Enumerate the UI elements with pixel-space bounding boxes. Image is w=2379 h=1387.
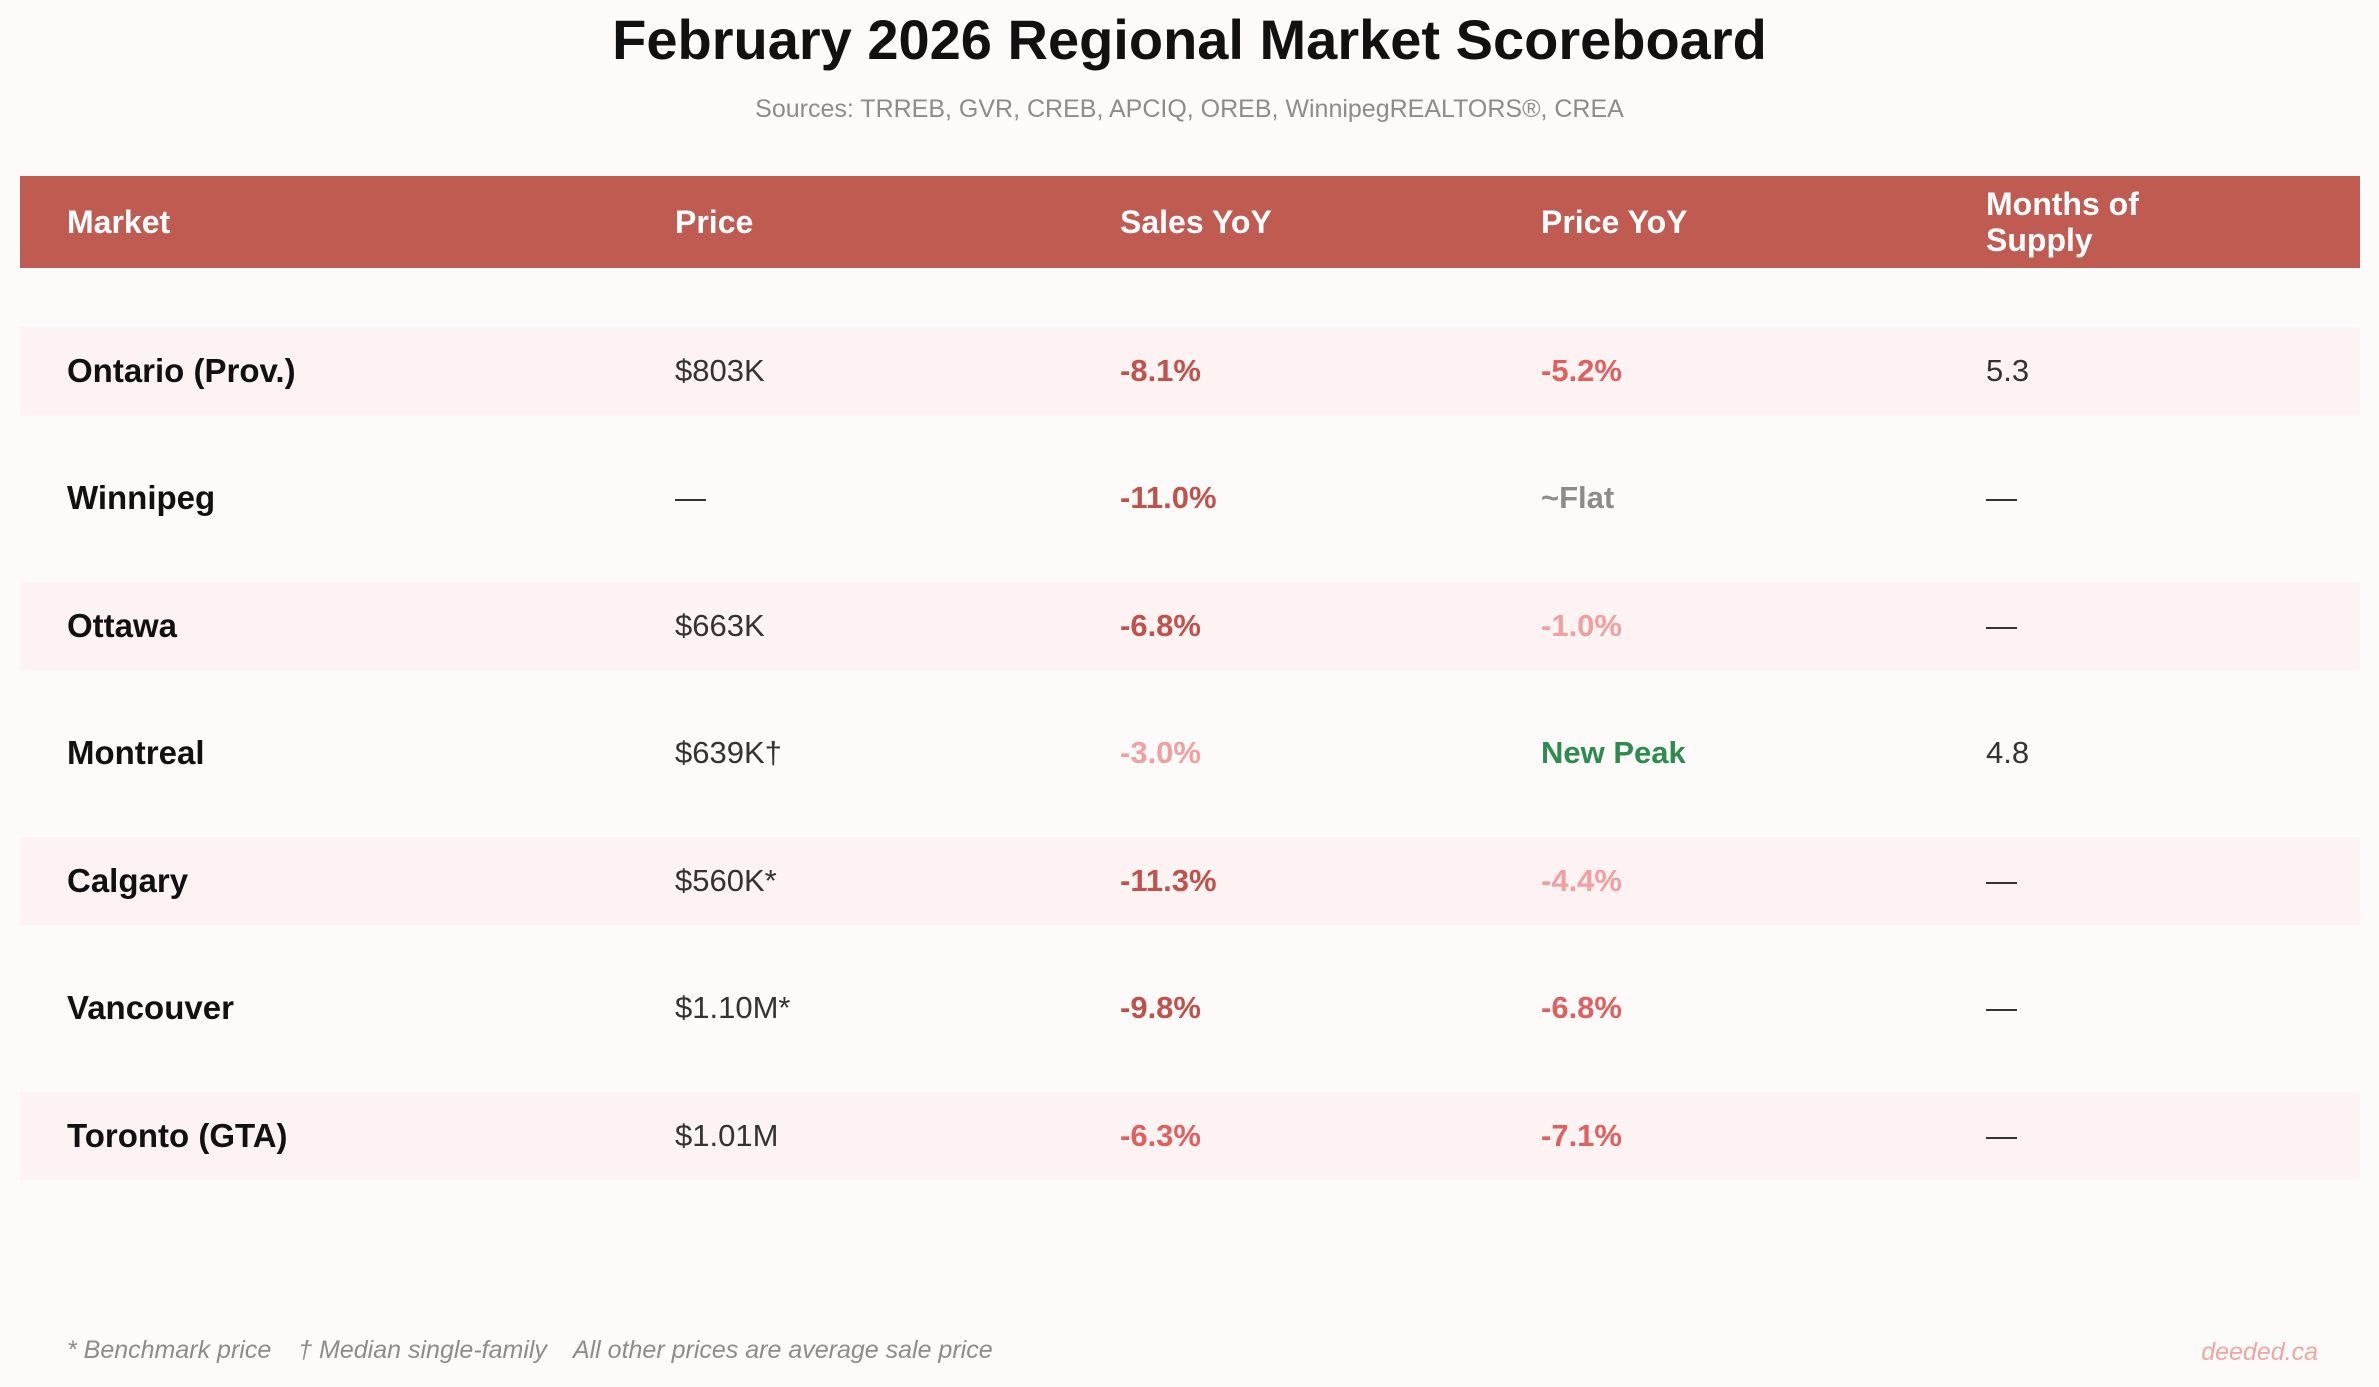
table-row: Montreal $639K† -3.0% New Peak 4.8: [20, 709, 2360, 797]
months-supply-value: 5.3: [1986, 353, 2030, 388]
sales-yoy-value: -6.8%: [1120, 608, 1201, 643]
table-header: Market Price Sales YoY Price YoY Months …: [20, 176, 2360, 268]
market-name: Calgary: [67, 862, 189, 899]
price-value: —: [675, 480, 706, 515]
price-yoy-value: New Peak: [1541, 735, 1686, 770]
price-yoy-value: -1.0%: [1541, 608, 1622, 643]
market-name: Vancouver: [67, 989, 234, 1026]
sales-yoy-value: -11.0%: [1120, 480, 1217, 515]
table-row: Ottawa $663K -6.8% -1.0% —: [20, 582, 2360, 670]
table-row: Vancouver $1.10M* -9.8% -6.8% —: [20, 964, 2360, 1052]
months-supply-value: —: [1986, 863, 2017, 898]
table-row: Winnipeg — -11.0% ~Flat —: [20, 454, 2360, 542]
market-name: Winnipeg: [67, 479, 216, 516]
column-header-months-supply: Months of Supply: [1986, 186, 2139, 258]
footnote-average: All other prices are average sale price: [572, 1336, 993, 1364]
sales-yoy-value: -3.0%: [1120, 735, 1201, 770]
price-value: $1.01M: [675, 1118, 779, 1153]
price-yoy-value: ~Flat: [1541, 480, 1615, 515]
months-supply-value: —: [1986, 480, 2017, 515]
price-value: $1.10M*: [675, 990, 791, 1025]
footnote-median: † Median single-family: [298, 1336, 547, 1364]
market-name: Montreal: [67, 734, 205, 771]
column-header-market: Market: [67, 204, 171, 240]
brand-watermark: deeded.ca: [2201, 1338, 2318, 1366]
page-title: February 2026 Regional Market Scoreboard: [612, 8, 1767, 71]
price-yoy-value: -5.2%: [1541, 353, 1622, 388]
column-header-sales-yoy: Sales YoY: [1120, 204, 1272, 240]
market-name: Ottawa: [67, 607, 178, 644]
months-supply-value: —: [1986, 608, 2017, 643]
price-yoy-value: -4.4%: [1541, 863, 1622, 898]
market-name: Toronto (GTA): [67, 1117, 288, 1154]
sales-yoy-value: -8.1%: [1120, 353, 1201, 388]
footnote-benchmark: * Benchmark price: [67, 1336, 272, 1364]
price-value: $663K: [675, 608, 765, 643]
sales-yoy-value: -9.8%: [1120, 990, 1201, 1025]
footnotes: * Benchmark price † Median single-family…: [67, 1336, 1013, 1365]
table-row: Toronto (GTA) $1.01M -6.3% -7.1% —: [20, 1092, 2360, 1180]
table-row: Calgary $560K* -11.3% -4.4% —: [20, 837, 2360, 925]
sales-yoy-value: -6.3%: [1120, 1118, 1201, 1153]
column-header-price-yoy: Price YoY: [1541, 204, 1688, 240]
price-yoy-value: -7.1%: [1541, 1118, 1622, 1153]
price-yoy-value: -6.8%: [1541, 990, 1622, 1025]
table-row: Ontario (Prov.) $803K -8.1% -5.2% 5.3: [20, 327, 2360, 415]
market-name: Ontario (Prov.): [67, 352, 296, 389]
months-supply-value: 4.8: [1986, 735, 2030, 770]
page-subtitle: Sources: TRREB, GVR, CREB, APCIQ, OREB, …: [755, 95, 1624, 123]
months-supply-value: —: [1986, 1118, 2017, 1153]
price-value: $639K†: [675, 735, 782, 770]
price-value: $560K*: [675, 863, 777, 898]
months-supply-value: —: [1986, 990, 2017, 1025]
column-header-price: Price: [675, 204, 754, 240]
price-value: $803K: [675, 353, 765, 388]
sales-yoy-value: -11.3%: [1120, 863, 1217, 898]
